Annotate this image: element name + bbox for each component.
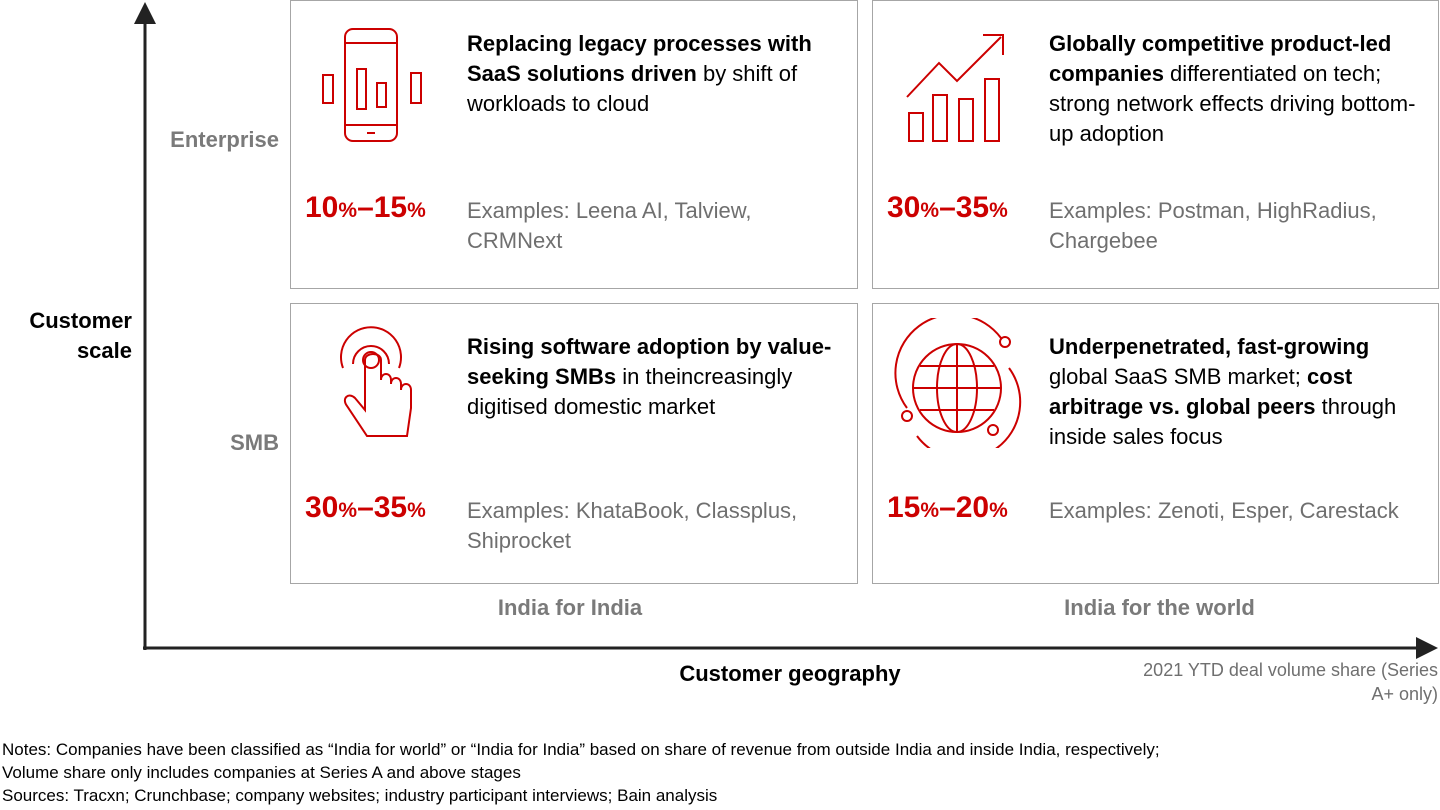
y-axis-arrowhead bbox=[134, 2, 156, 24]
quadrant-enterprise-india-for-india: Replacing legacy processes with SaaS sol… bbox=[290, 0, 858, 289]
deal-share-range: 15%–20% bbox=[887, 490, 1047, 529]
pct-dash: – bbox=[939, 191, 956, 224]
quadrant-description: Replacing legacy processes with SaaS sol… bbox=[467, 29, 847, 119]
globe-orbit-icon bbox=[894, 318, 1022, 448]
quadrant-headline: Globally competitive product-led compani… bbox=[1049, 31, 1392, 86]
x-axis-arrowhead bbox=[1416, 637, 1438, 659]
pct-low: 15 bbox=[887, 491, 921, 524]
pct-low: 30 bbox=[305, 491, 339, 524]
quadrant-detail: differentiated on tech; strong network e… bbox=[1049, 61, 1416, 146]
footnotes: Notes: Companies have been classified as… bbox=[2, 738, 1438, 807]
pct-sign: % bbox=[920, 199, 940, 222]
pct-high: 35 bbox=[955, 191, 990, 224]
quadrant-smb-india-for-india: Rising software adoption by value-seekin… bbox=[290, 303, 858, 584]
pct-sign: % bbox=[989, 499, 1008, 522]
quadrant-enterprise-india-for-world: Globally competitive product-led compani… bbox=[872, 0, 1439, 289]
pct-dash: – bbox=[939, 491, 956, 524]
quadrant-examples: Examples: Leena AI, Talview, CRMNext bbox=[467, 198, 752, 253]
quadrant-description: Underpenetrated, fast-growing global Saa… bbox=[1049, 332, 1429, 452]
footnote-line: Volume share only includes companies at … bbox=[2, 763, 521, 782]
row-label-enterprise: Enterprise bbox=[170, 127, 279, 152]
pct-sign: % bbox=[338, 199, 358, 222]
pct-sign: % bbox=[407, 499, 426, 522]
touch-hand-icon bbox=[340, 326, 412, 437]
quadrant-detail: global SaaS SMB market; bbox=[1049, 364, 1308, 389]
quadrant-headline: Replacing legacy processes with SaaS sol… bbox=[467, 31, 812, 86]
quadrant-headline-2: cost arbitrage vs. global peers bbox=[1049, 364, 1353, 419]
pct-dash: – bbox=[357, 191, 374, 224]
sources-line: Sources: Tracxn; Crunchbase; company web… bbox=[2, 786, 718, 805]
x-axis-title: Customer geography bbox=[679, 661, 901, 686]
quadrant-detail: by shift of workloads to cloud bbox=[467, 61, 798, 116]
pct-sign: % bbox=[920, 499, 940, 522]
pct-sign: % bbox=[407, 199, 426, 222]
pct-sign: % bbox=[338, 499, 358, 522]
growth-chart-icon bbox=[906, 34, 1004, 142]
pct-sign: % bbox=[989, 199, 1008, 222]
row-label-smb: SMB bbox=[230, 430, 279, 455]
quadrant-description: Rising software adoption by value-seekin… bbox=[467, 332, 847, 422]
column-label-india-for-world: India for the world bbox=[1064, 595, 1255, 620]
quadrant-detail-2: through inside sales focus bbox=[1049, 394, 1397, 449]
mobile-bar-chart-icon bbox=[322, 28, 422, 142]
pct-high: 15 bbox=[373, 191, 408, 224]
deal-share-range: 10%–15% bbox=[305, 190, 465, 229]
quadrant-examples: Examples: Postman, HighRadius, Chargebee bbox=[1049, 198, 1377, 253]
column-label-india-for-india: India for India bbox=[497, 595, 643, 620]
quadrant-examples: Examples: Zenoti, Esper, Carestack bbox=[1049, 498, 1399, 523]
footnote-line: Notes: Companies have been classified as… bbox=[2, 740, 1160, 759]
deal-share-legend-note: 2021 YTD deal volume share (Series A+ on… bbox=[1143, 660, 1438, 704]
deal-share-range: 30%–35% bbox=[887, 190, 1047, 229]
pct-high: 35 bbox=[373, 491, 408, 524]
quadrant-detail: in theincreasingly digitised domestic ma… bbox=[467, 364, 793, 419]
quadrant-description: Globally competitive product-led compani… bbox=[1049, 29, 1429, 149]
y-axis-title: Customer scale bbox=[29, 308, 132, 363]
deal-share-range: 30%–35% bbox=[305, 490, 465, 529]
pct-low: 10 bbox=[305, 191, 339, 224]
quadrant-smb-india-for-world: Underpenetrated, fast-growing global Saa… bbox=[872, 303, 1439, 584]
quadrant-headline: Rising software adoption by value-seekin… bbox=[467, 334, 832, 389]
quadrant-examples: Examples: KhataBook, Classplus, Shiprock… bbox=[467, 498, 798, 553]
quadrant-headline: Underpenetrated, fast-growing bbox=[1049, 334, 1370, 359]
pct-dash: – bbox=[357, 491, 374, 524]
pct-low: 30 bbox=[887, 191, 921, 224]
pct-high: 20 bbox=[955, 491, 990, 524]
